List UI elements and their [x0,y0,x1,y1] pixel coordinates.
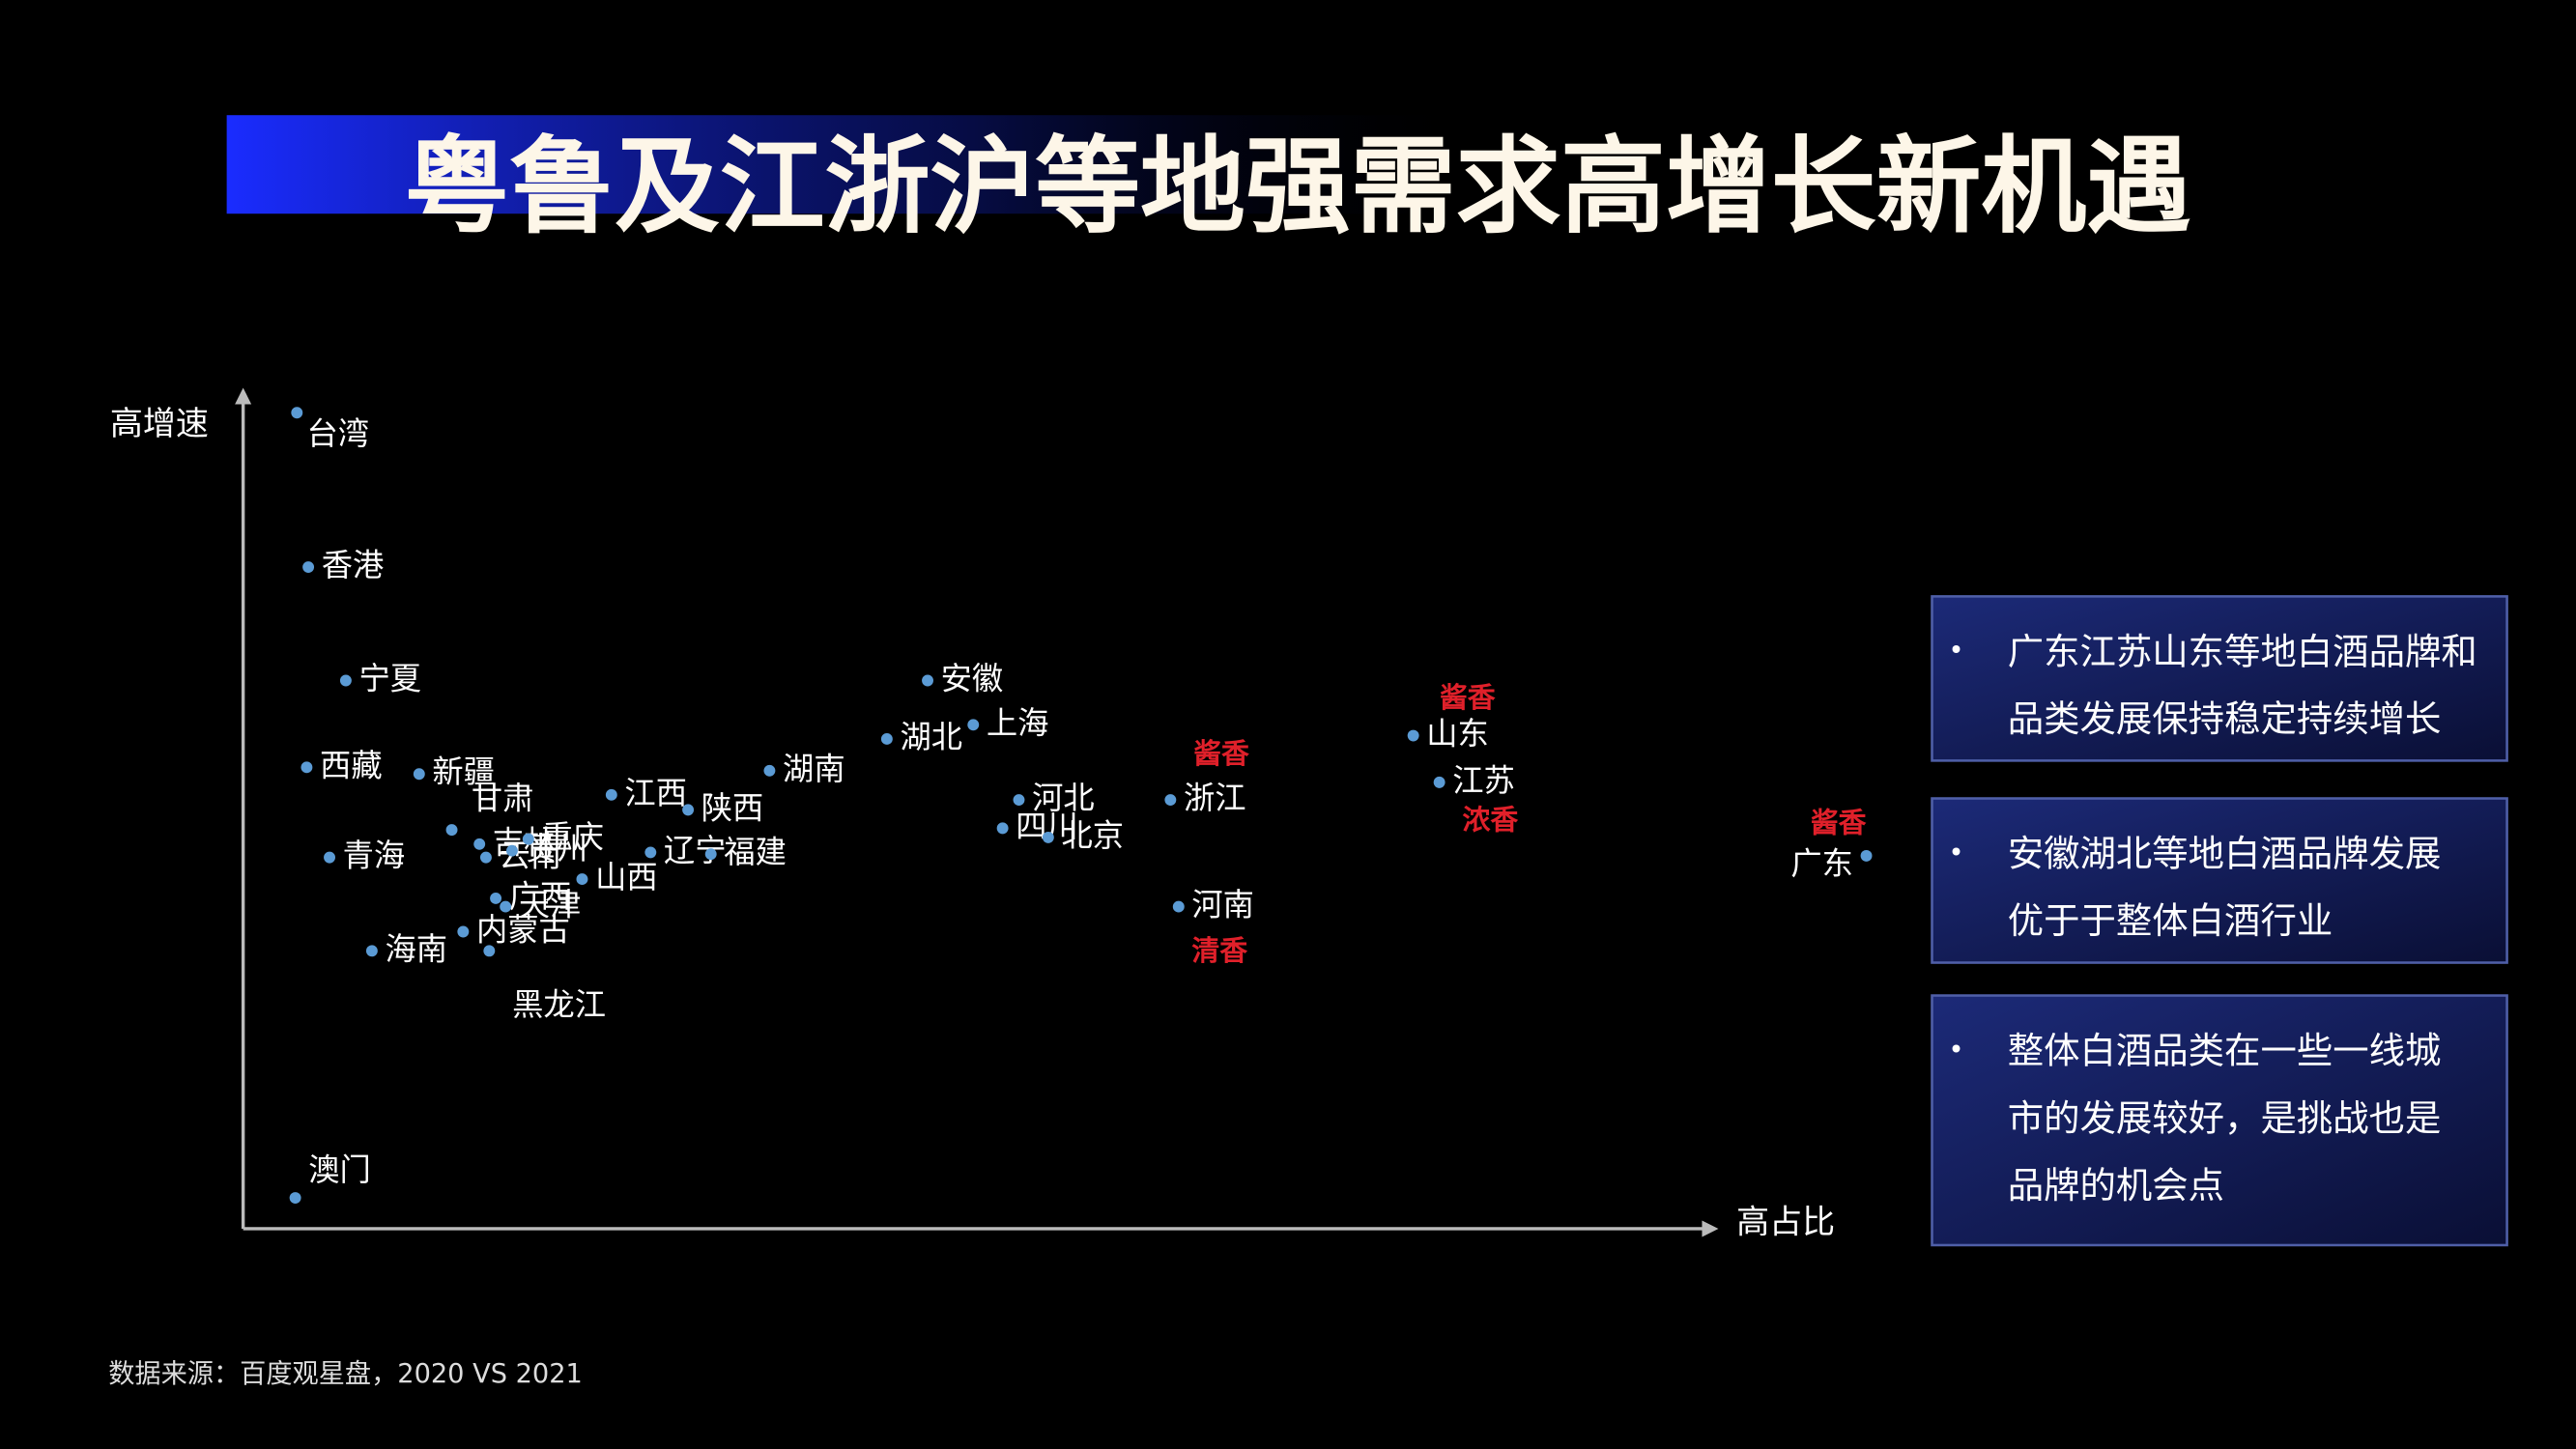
note-text: 广东江苏山东等地白酒品牌和 [2008,630,2477,672]
point [505,844,518,857]
point-label: 安徽 [941,661,1004,697]
x-arrow [1702,1220,1719,1237]
point [605,788,617,801]
tag-label: 酱香 [1811,807,1867,839]
point-label: 江苏 [1452,762,1515,799]
x-axis-label: 高占比 [1736,1203,1835,1241]
plot: 台湾香港宁夏西藏新疆甘肃吉林云南贵州重庆江西陕西湖南辽宁福建山西青海广西天津海南… [289,407,1873,1204]
point [302,561,315,573]
point [1860,849,1873,862]
point [1164,794,1177,806]
point [967,719,980,731]
point-label: 重庆 [541,819,604,856]
tag-label: 浓香 [1462,804,1518,837]
y-axis-label: 高增速 [110,405,209,443]
point-label: 辽宁 [664,832,727,868]
point-label: 西藏 [320,747,383,783]
point-label: 香港 [322,547,385,583]
point-label: 广西 [509,878,572,915]
point [704,848,717,861]
title-bar [226,115,1475,214]
point-label: 山东 [1426,716,1489,753]
tag-label: 酱香 [1193,737,1249,770]
point-label: 福建 [724,834,787,870]
point [445,824,458,837]
point-label: 黑龙江 [512,986,606,1023]
point-label: 内蒙古 [476,911,570,948]
chart-title: 粤鲁及江浙沪等地强需求高增长新机遇 [404,126,2191,248]
point-label: 湖南 [783,751,845,787]
point [365,945,378,957]
point [1433,776,1445,788]
point [522,833,534,845]
bullet: • [1949,838,1964,868]
point-label: 海南 [385,930,447,967]
point [324,851,335,864]
point [576,873,588,886]
point-label: 天津 [519,887,582,923]
point-label: 台湾 [306,415,369,452]
point-label: 山西 [595,859,658,895]
point-label: 浙江 [1184,780,1246,816]
note-text: 优于于整体白酒行业 [2008,899,2333,942]
point [291,407,303,419]
point [473,838,486,850]
point [479,851,492,864]
point [1407,729,1419,742]
point-label: 上海 [987,704,1049,741]
point [289,1192,301,1204]
point-label: 甘肃 [472,781,534,817]
point [682,804,695,816]
point-label: 湖北 [900,719,962,755]
point [483,945,496,957]
point-label: 河南 [1191,887,1254,923]
point-label: 江西 [624,775,687,811]
note-text: 市的发展较好，是挑战也是 [2008,1096,2442,1139]
note-text: 品牌的机会点 [2008,1164,2224,1207]
y-arrow [235,387,252,405]
tag-label: 清香 [1191,934,1247,967]
bullet: • [1949,1036,1964,1065]
note-text: 安徽湖北等地白酒品牌发展 [2008,833,2442,875]
note-box [1931,994,2508,1247]
point-label: 新疆 [432,753,495,790]
point [500,900,512,913]
point [996,822,1009,835]
point-label: 澳门 [308,1151,371,1188]
point [1013,794,1025,806]
point-label: 北京 [1061,817,1124,854]
note-box [1931,797,2508,964]
point-label: 贵州 [526,831,588,867]
point-label: 河北 [1032,780,1095,816]
note-box [1931,595,2508,762]
tag-label: 酱香 [1440,681,1496,714]
point [301,761,313,774]
point-label: 宁夏 [358,661,421,697]
point [922,674,933,687]
point [490,892,502,904]
point-label: 广东 [1790,845,1853,882]
point [413,768,425,781]
bullet: • [1949,637,1964,667]
note-text: 整体白酒品类在一些一线城 [2008,1030,2442,1072]
point [763,764,776,777]
point [339,674,352,687]
note-text: 品类发展保持稳定持续增长 [2008,697,2442,740]
point [457,925,470,938]
point [1042,831,1054,843]
point [880,733,893,745]
point-label: 陕西 [701,789,764,826]
source: 数据来源：百度观星盘，2020 VS 2021 [108,1359,583,1389]
point [1172,900,1185,913]
point-label: 青海 [343,838,406,874]
point [644,846,657,859]
